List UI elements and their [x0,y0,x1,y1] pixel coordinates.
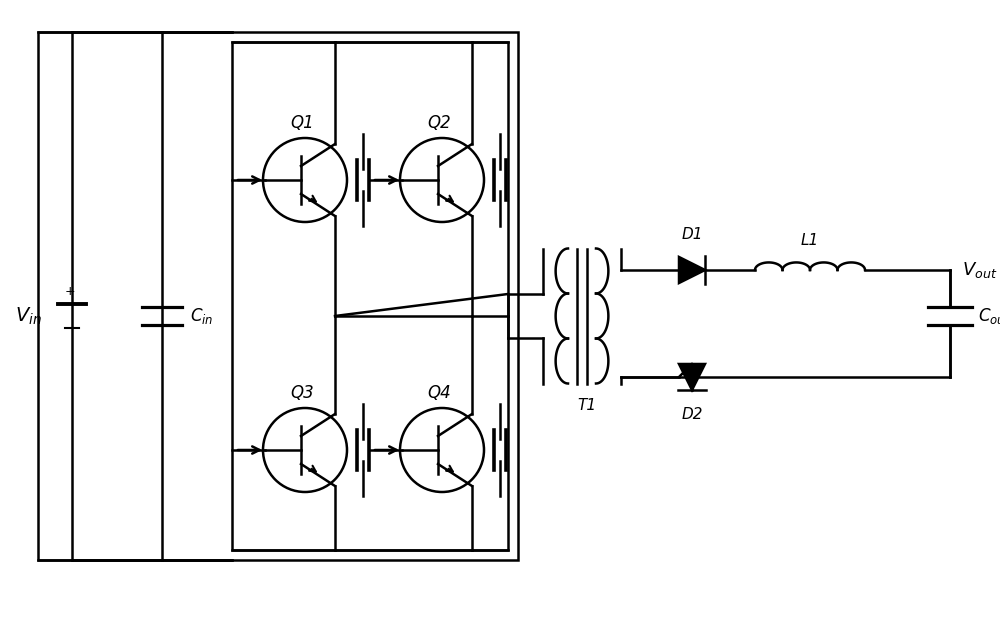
Text: +: + [65,284,75,298]
Text: $C_{out}$: $C_{out}$ [978,306,1000,326]
Text: $V_{in}$: $V_{in}$ [15,305,41,327]
Bar [232,42,508,550]
Text: Q1: Q1 [290,114,314,132]
Text: $V_{out}$: $V_{out}$ [962,260,997,280]
Text: L1: L1 [801,233,819,248]
Text: D2: D2 [681,407,703,422]
Text: D1: D1 [681,227,703,242]
Text: Q2: Q2 [427,114,451,132]
Polygon shape [679,364,705,390]
Text: $C_{in}$: $C_{in}$ [190,306,213,326]
Polygon shape [679,257,705,283]
Text: Q4: Q4 [427,384,451,402]
Text: Q3: Q3 [290,384,314,402]
Text: T1: T1 [577,398,597,413]
Bar [38,32,518,560]
